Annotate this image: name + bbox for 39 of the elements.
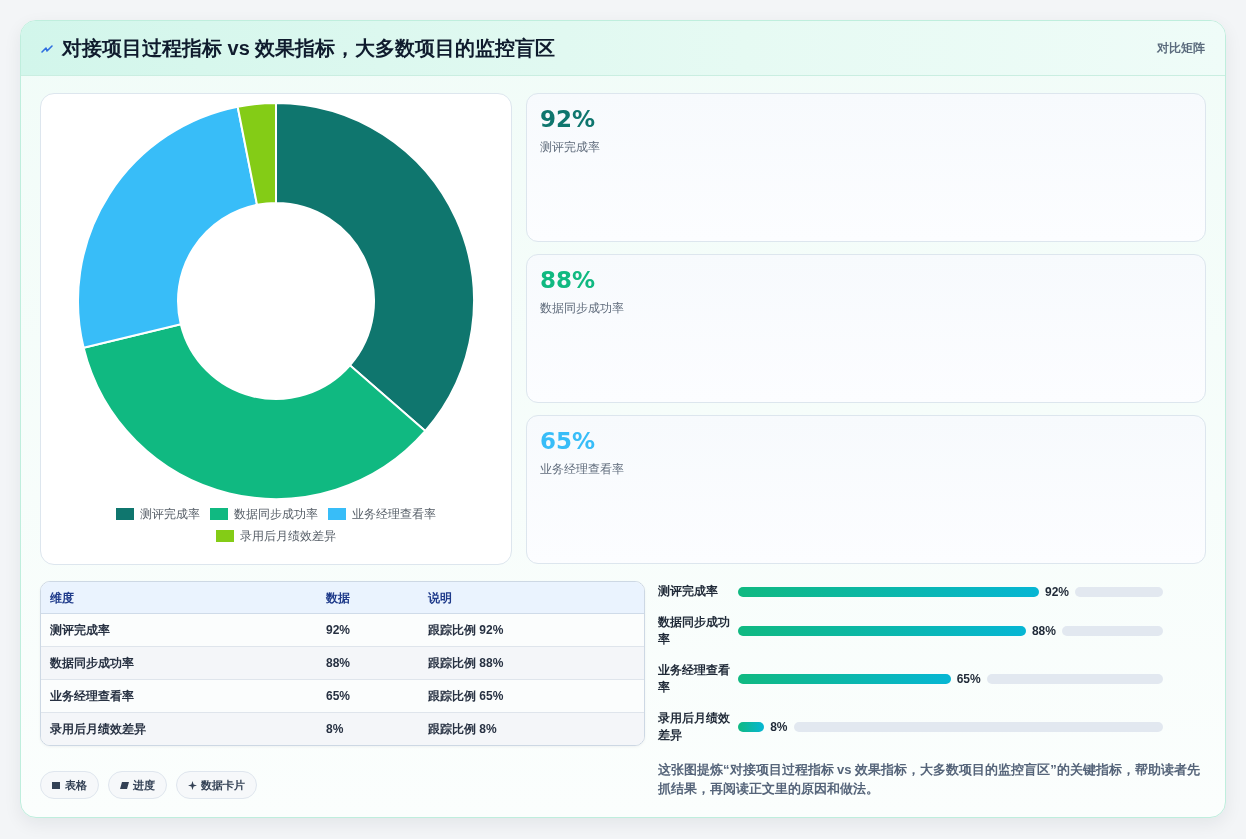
category-label: 录用后月绩效差异 [50, 721, 146, 737]
text: 65% [326, 689, 351, 703]
category-label: 数据同步成功率 [50, 655, 134, 671]
text: 88% [326, 656, 351, 670]
data-label: 8% [770, 719, 788, 735]
text: 跟踪比例 88% [428, 655, 504, 671]
legend-label: 数据同步成功率 [234, 506, 318, 522]
text: 数据卡片 [201, 778, 245, 792]
category-label: 业务经理查看率 [540, 461, 624, 477]
legend-label: 测评完成率 [140, 506, 200, 522]
legend-label: 业务经理查看率 [352, 506, 436, 522]
text: 92% [326, 623, 351, 637]
text: 对接项目过程指标 vs 效果指标，大多数项目的监控盲区 [62, 36, 556, 61]
category-label: 测评完成率 [540, 139, 600, 155]
legend-label: 录用后月绩效差异 [240, 528, 336, 544]
y-tick-label: 测评完成率 [658, 583, 719, 600]
data-label: 65% [956, 671, 981, 687]
y-tick-label: 数据同步成功率 [658, 614, 731, 648]
text: 65% [540, 428, 596, 454]
text: 对比矩阵 [1157, 40, 1205, 56]
text: 这张图提炼“对接项目过程指标 vs 效果指标，大多数项目的监控盲区”的关键指标，帮助读者先抓结果，再阅读正文里的原因和做法。 [658, 761, 1201, 798]
text: 维度 [50, 590, 74, 606]
text: 进度 [133, 778, 155, 792]
text: 92% [540, 106, 596, 132]
text: 表格 [65, 778, 87, 792]
text: 跟踪比例 65% [428, 688, 504, 704]
text: 跟踪比例 92% [428, 622, 504, 638]
text: 8% [326, 722, 344, 736]
category-label: 数据同步成功率 [540, 300, 624, 316]
data-label: 88% [1031, 623, 1056, 639]
y-tick-label: 录用后月绩效差异 [658, 710, 731, 744]
category-label: 测评完成率 [50, 622, 110, 638]
text: 88% [540, 267, 596, 293]
text: 跟踪比例 8% [428, 721, 497, 737]
category-label: 业务经理查看率 [50, 688, 134, 704]
text: 数据 [326, 590, 350, 606]
y-tick-label: 业务经理查看率 [658, 662, 731, 696]
data-label: 92% [1045, 583, 1070, 600]
text: 说明 [428, 590, 452, 606]
